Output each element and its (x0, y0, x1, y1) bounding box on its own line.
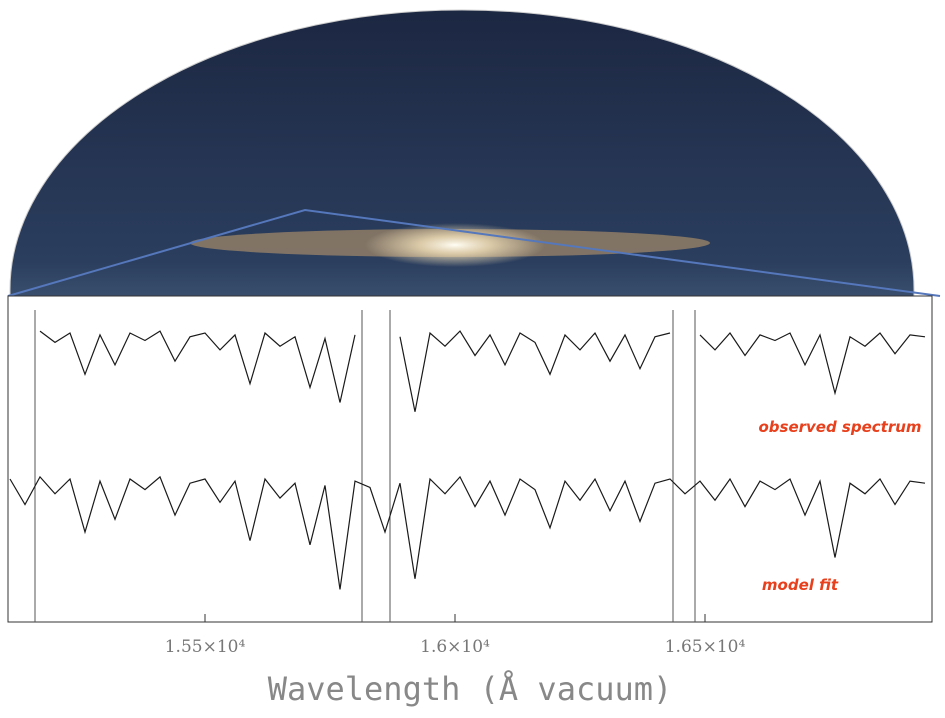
x-axis-label: Wavelength (Å vacuum) (268, 670, 673, 708)
series-label: observed spectrum (758, 418, 921, 436)
x-tick-label: 1.65×10⁴ (665, 637, 746, 657)
x-tick-label: 1.55×10⁴ (165, 637, 246, 657)
figure: Wavelength (Å vacuum) 1.55×10⁴ 1.6×10⁴ 1.6… (0, 0, 945, 718)
x-tick-label: 1.6×10⁴ (420, 637, 490, 657)
series-label: model fit (762, 576, 839, 594)
plot-frame (8, 296, 932, 622)
